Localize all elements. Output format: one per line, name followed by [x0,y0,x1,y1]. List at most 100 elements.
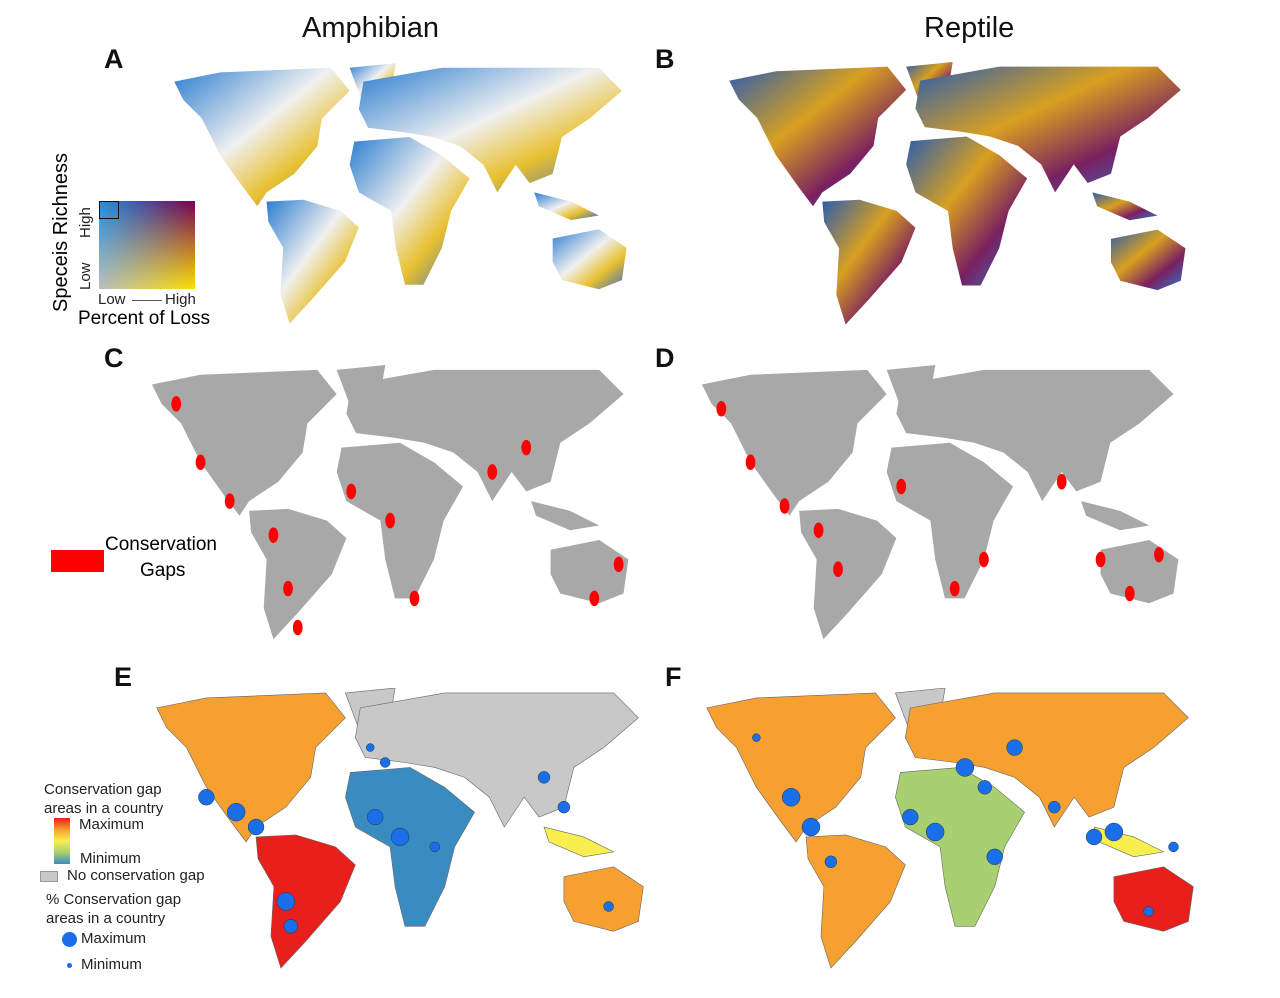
country-gap-dot [781,788,801,807]
country-gap-dot [955,758,975,777]
legend-highlight-cell [99,201,119,219]
panel-label-f: F [665,662,682,692]
color-scale-min: Minimum [80,850,141,867]
legend-x-title: Percent of Loss [78,308,211,329]
no-gap-swatch [40,871,58,882]
panel-label-e: E [114,662,133,692]
country-region [355,692,639,828]
country-region [345,767,475,927]
conservation-gap-patch [979,551,989,568]
panel-label-d: D [655,343,675,373]
country-region [543,826,615,858]
country-legend-title-1: Conservation gap [44,781,162,798]
legend-x-high: High [165,291,196,308]
conservation-gap-swatch [51,550,104,572]
conservation-gap-patch [283,580,293,597]
legend-y-high: High [77,207,94,238]
country-region [1093,826,1165,858]
conservation-gap-patch [779,498,790,514]
country-gap-dot [557,800,571,814]
color-scale-max: Maximum [79,816,145,833]
bivariate-color-legend [99,201,195,289]
map-amphibian-country-gaps [156,688,644,969]
country-gap-dot [824,855,838,868]
map-reptile-richness-loss [729,62,1186,325]
pct-legend-title-2: areas in a country [46,910,166,927]
country-legend-title-2: areas in a country [44,800,164,817]
dot-max-symbol [62,932,77,947]
country-gap-dot [801,817,821,837]
country-gap-dot [1085,828,1103,846]
map-reptile-country-gaps [706,688,1194,969]
country-gap-dot [198,789,215,806]
country-gap-dot [752,733,761,742]
country-gap-dot [1048,800,1061,814]
country-region [563,866,644,932]
conservation-gap-patch [813,522,824,539]
conservation-gap-patch [268,527,279,543]
country-gap-dot [247,818,265,836]
country-gap-dot [902,808,919,826]
legend-y-low: Low [77,262,94,290]
country-gap-dot [276,892,296,911]
conservation-gap-patch [1095,551,1106,568]
panel-label-b: B [655,44,675,74]
country-gap-dot [390,827,410,847]
panel-label-c: C [104,343,124,373]
conservation-gap-patch [385,512,395,529]
column-title-reptile: Reptile [924,12,1015,44]
country-region [156,692,346,843]
conservation-gap-patch [521,439,532,456]
dot-min-symbol [67,963,72,968]
country-region [706,692,896,843]
legend-x-arrow [132,300,162,301]
conservation-gap-patch [896,478,907,495]
country-gap-dot [367,808,384,826]
conservation-gap-patch [589,590,600,607]
conservation-gap-patch [487,464,498,480]
pct-legend-title-1: % Conservation gap [46,891,182,908]
country-region [905,692,1189,828]
conservation-gap-patch [1124,585,1135,602]
country-region [255,834,356,969]
country-gap-dot [986,848,1003,866]
conservation-gap-patch [195,454,206,471]
conservation-gap-label-2: Gaps [140,560,186,581]
country-gap-dot [1104,822,1124,842]
country-region [1113,866,1194,932]
dot-min-label: Minimum [81,956,142,973]
country-gap-dot [429,841,441,853]
country-region [895,767,1025,927]
country-gap-dot [283,919,298,934]
legend-y-title: Speceis Richness [50,153,72,312]
country-gap-dot [603,901,614,912]
country-gap-dot [366,743,375,752]
legend-x-low: Low [98,291,126,308]
conservation-gap-patch [716,400,727,417]
column-title-amphibian: Amphibian [302,12,440,44]
map-amphibian-conservation-gaps [151,365,629,640]
conservation-gap-patch [613,556,624,573]
country-gap-color-scale [54,818,70,864]
conservation-gap-patch [1056,473,1067,490]
panel-label-a: A [104,44,124,74]
dot-max-label: Maximum [81,930,147,947]
country-gap-dot [977,780,992,795]
conservation-gap-patch [833,561,843,577]
conservation-gap-patch [346,483,357,500]
country-gap-dot [925,822,945,842]
conservation-gap-patch [292,619,303,636]
country-gap-dot [226,802,246,822]
country-gap-dot [1168,841,1179,853]
conservation-gap-patch [409,590,420,607]
conservation-gap-label-1: Conservation [105,534,217,555]
conservation-gap-patch [171,396,182,412]
conservation-gap-patch [745,454,756,471]
country-gap-dot [537,771,551,784]
map-reptile-conservation-gaps [701,365,1179,640]
conservation-gap-patch [1154,546,1164,563]
conservation-gap-patch [949,580,960,597]
country-gap-dot [1006,739,1023,756]
no-gap-label: No conservation gap [67,867,205,884]
